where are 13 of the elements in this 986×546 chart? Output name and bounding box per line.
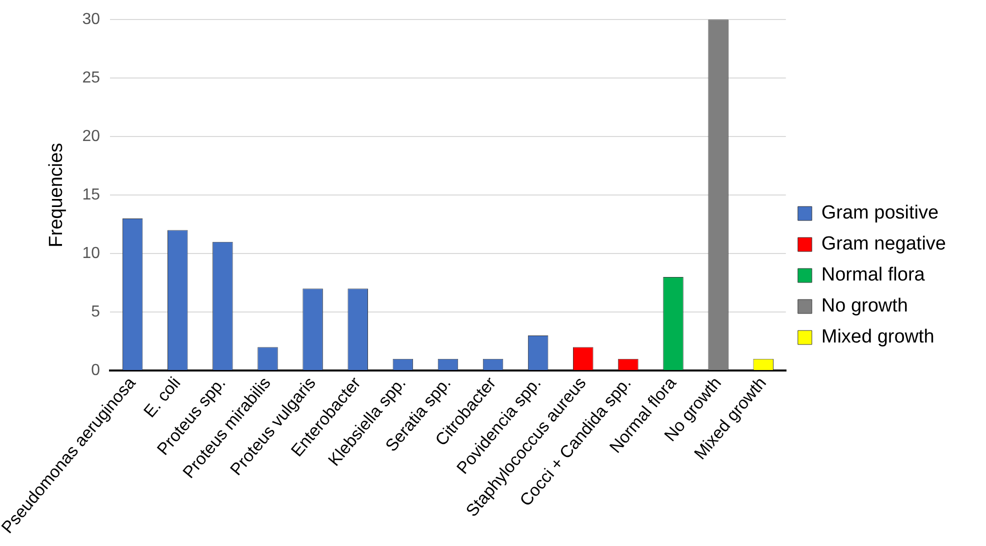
legend-label: No growth <box>821 296 908 317</box>
legend-label: Mixed growth <box>821 326 934 348</box>
legend-label: Gram positive <box>821 202 939 224</box>
legend-label: Gram negative <box>821 234 946 255</box>
y-tick-label: 5 <box>91 303 100 320</box>
y-tick-label: 30 <box>82 11 100 28</box>
y-tick-label: 20 <box>82 128 100 145</box>
y-axis-title: Frequencies <box>46 142 68 248</box>
legend-label: Normal flora <box>821 264 926 286</box>
y-tick-label: 10 <box>82 244 100 262</box>
y-tick-label: 15 <box>82 186 100 204</box>
y-tick-label: 25 <box>82 70 100 86</box>
y-tick-label: 0 <box>91 362 100 379</box>
